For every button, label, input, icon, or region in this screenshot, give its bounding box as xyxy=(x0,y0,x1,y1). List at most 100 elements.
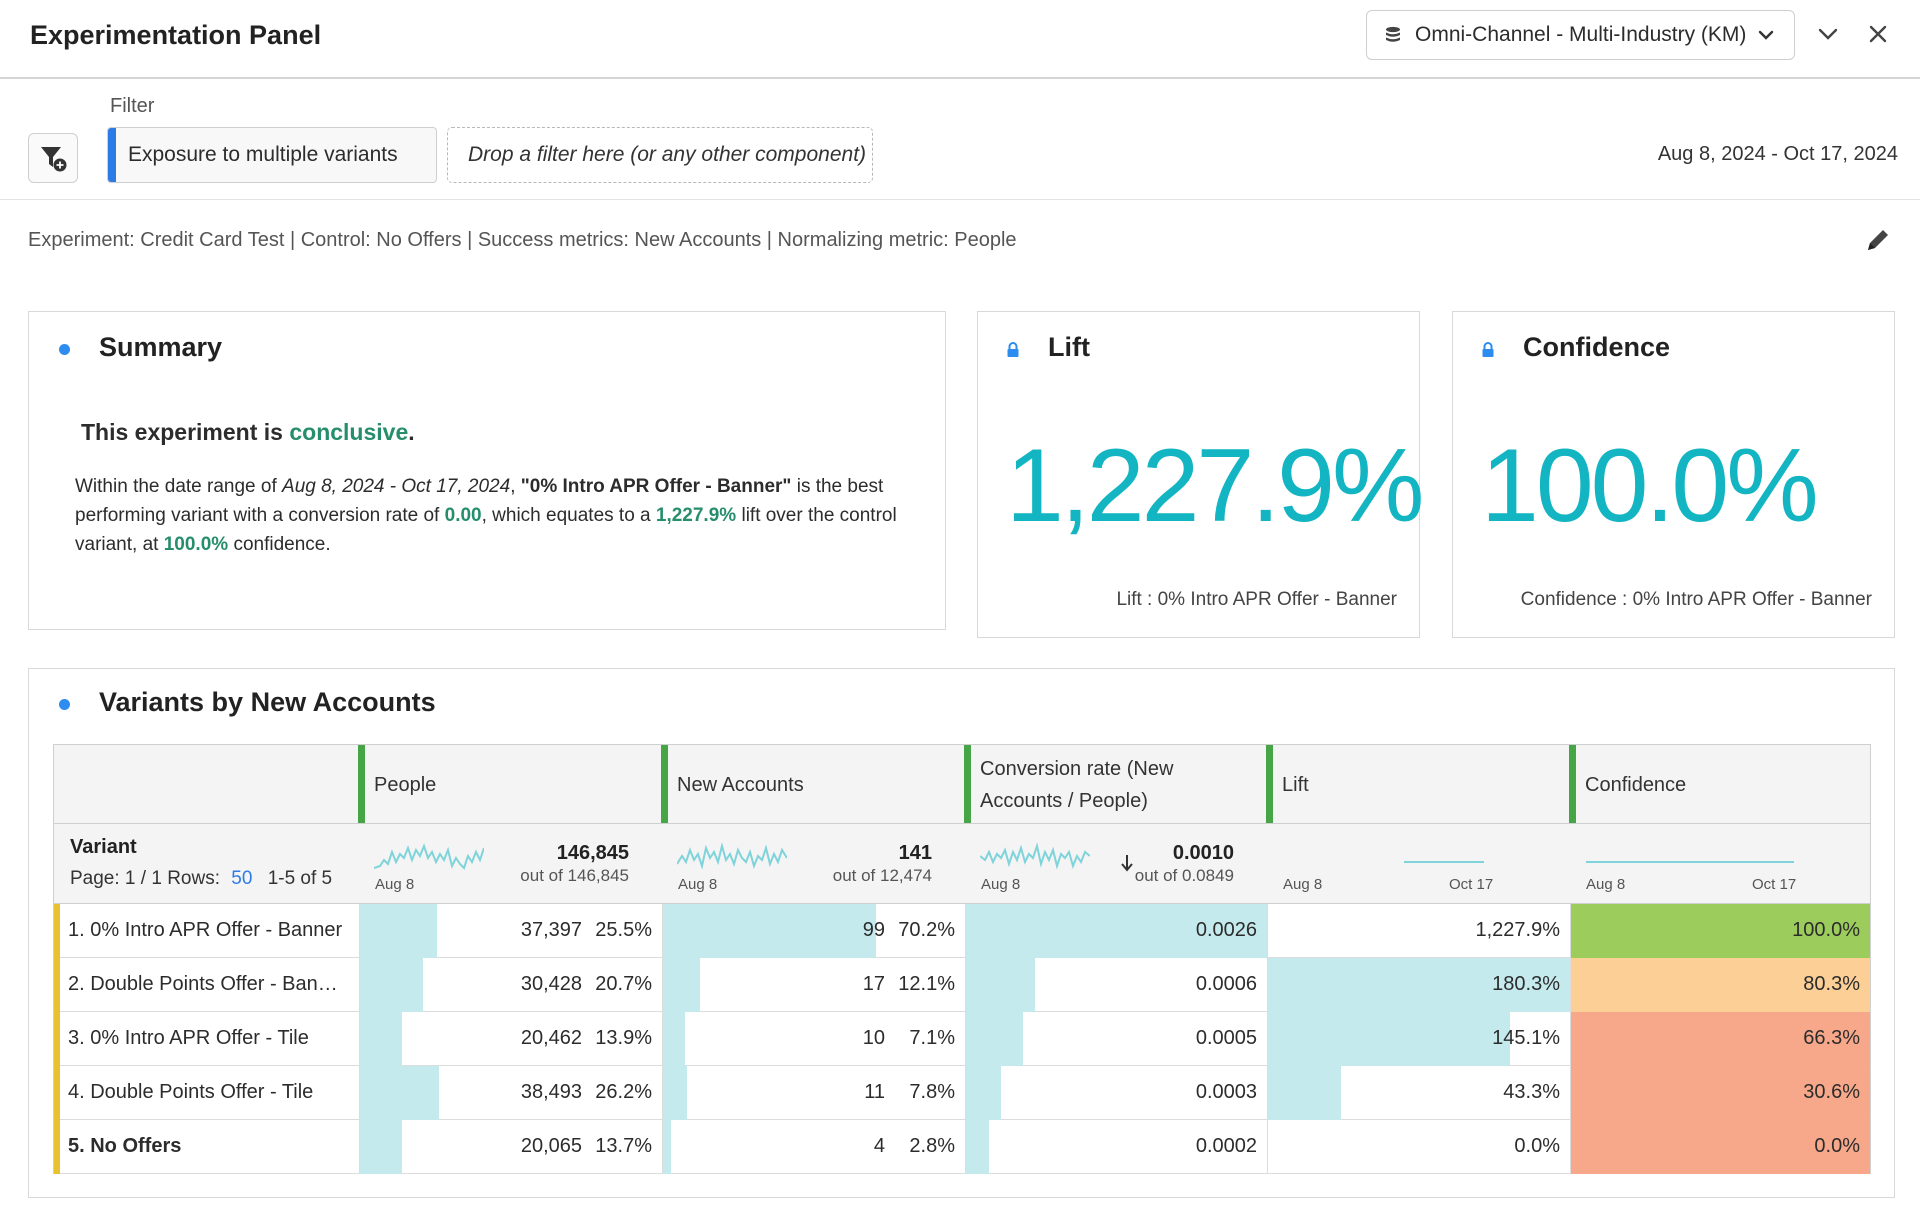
table-row[interactable]: 5. No Offers 20,065 13.7% 4 2.8% 0.0002 0.0% 0.… xyxy=(53,1120,1871,1174)
summary-text-part: lift over the control variant, at xyxy=(75,505,897,555)
people-bar xyxy=(360,904,438,958)
filter-chip-label: Exposure to multiple variants xyxy=(128,143,398,166)
lift-cell: 0.0% xyxy=(1267,1120,1570,1174)
col-header-label: Confidence xyxy=(1585,774,1687,796)
divider xyxy=(0,199,1920,200)
filter-drop-zone[interactable]: Drop a filter here (or any other compone… xyxy=(447,127,873,183)
confidence-cell: 0.0% xyxy=(1570,1120,1870,1174)
lift-bar xyxy=(1268,1012,1511,1066)
spark-start-label: Aug 8 xyxy=(1283,876,1323,893)
confidence-value: 30.6% xyxy=(1803,1081,1860,1103)
summary-text-part: , xyxy=(510,476,521,497)
accounts-percent: 7.1% xyxy=(909,1027,955,1049)
people-value: 38,493 xyxy=(520,1081,582,1103)
rows-per-page[interactable]: 50 xyxy=(231,868,253,889)
row-color-marker xyxy=(54,958,60,1012)
rate-cell: 0.0026 xyxy=(965,904,1267,958)
people-percent: 26.2% xyxy=(595,1081,652,1103)
summary-text: Within the date range of Aug 8, 2024 - O… xyxy=(75,472,915,559)
col-header-conversion-rate[interactable]: Conversion rate (New Accounts / People) xyxy=(964,744,1266,824)
people-cell: 38,493 26.2% xyxy=(359,1066,662,1120)
rate-value: 0.0005 xyxy=(1195,1027,1257,1049)
rate-bar xyxy=(966,1066,1001,1120)
table-row[interactable]: 2. Double Points Offer - Ban… 30,428 20.7%… xyxy=(53,958,1871,1012)
table-row[interactable]: 1. 0% Intro APR Offer - Banner 37,397 25.5… xyxy=(53,904,1871,958)
col-header-label: New Accounts xyxy=(677,774,804,796)
close-icon[interactable] xyxy=(1866,22,1890,46)
accounts-value: 11 xyxy=(864,1081,885,1103)
lift-sparkline xyxy=(1404,861,1484,863)
sort-descending-icon[interactable] xyxy=(1120,854,1134,872)
people-percent: 13.9% xyxy=(595,1027,652,1049)
people-bar xyxy=(360,1012,403,1066)
add-filter-button[interactable] xyxy=(28,133,78,183)
confidence-cell: 66.3% xyxy=(1570,1012,1870,1066)
accounts-cell: 99 70.2% xyxy=(662,904,965,958)
lift-cell: 180.3% xyxy=(1267,958,1570,1012)
col-header-label: People xyxy=(374,774,437,796)
people-cell: 20,065 13.7% xyxy=(359,1120,662,1174)
people-bar xyxy=(360,1120,402,1174)
accounts-value: 4 xyxy=(873,1135,885,1157)
rate-sparkline xyxy=(980,842,1090,870)
people-value: 20,065 xyxy=(520,1135,582,1157)
summary-headline: This experiment is conclusive. xyxy=(81,419,415,446)
rate-bar xyxy=(966,904,1267,958)
dimension-header xyxy=(53,744,358,824)
edit-pencil-icon[interactable] xyxy=(1864,226,1892,254)
accounts-value: 99 xyxy=(862,919,885,941)
accounts-percent: 7.8% xyxy=(909,1081,955,1103)
summary-title: Summary xyxy=(99,332,223,362)
filter-chip[interactable]: Exposure to multiple variants xyxy=(107,127,437,183)
variant-label: 3. 0% Intro APR Offer - Tile xyxy=(68,1027,309,1049)
rate-value: 0.0003 xyxy=(1195,1081,1257,1103)
people-bar xyxy=(360,1066,440,1120)
pagination: Page: 1 / 1 Rows: 50 1-5 of 5 xyxy=(70,868,332,890)
lift-footer: Lift : 0% Intro APR Offer - Banner xyxy=(1116,589,1397,610)
rate-value: 0.0026 xyxy=(1195,919,1257,941)
col-header-label: Lift xyxy=(1282,774,1309,796)
rate-bar xyxy=(966,958,1036,1012)
experiment-description: Experiment: Credit Card Test | Control: … xyxy=(28,229,1017,251)
lift-value: 43.3% xyxy=(1503,1081,1560,1103)
accounts-value: 17 xyxy=(862,973,885,995)
panel-title: Experimentation Panel xyxy=(30,20,322,50)
table-row[interactable]: 3. 0% Intro APR Offer - Tile 20,462 13.9% 1… xyxy=(53,1012,1871,1066)
page-indicator: Page: 1 / 1 xyxy=(70,868,162,889)
confidence-value: 80.3% xyxy=(1803,973,1860,995)
summary-text-part: Within the date range of xyxy=(75,476,283,497)
lift-value: 180.3% xyxy=(1492,973,1560,995)
date-range[interactable]: Aug 8, 2024 - Oct 17, 2024 xyxy=(1657,143,1898,165)
filter-drop-placeholder: Drop a filter here (or any other compone… xyxy=(468,143,867,166)
accounts-total: 141 xyxy=(898,842,932,864)
row-color-marker xyxy=(54,1066,60,1120)
spark-start-label: Aug 8 xyxy=(375,876,415,893)
accounts-percent: 70.2% xyxy=(898,919,955,941)
col-header-confidence[interactable]: Confidence xyxy=(1569,744,1871,824)
col-header-lift[interactable]: Lift xyxy=(1266,744,1569,824)
confidence-title: Confidence xyxy=(1523,332,1671,362)
panel-header: Experimentation Panel Omni-Channel - Mul… xyxy=(0,0,1920,79)
col-header-new-accounts[interactable]: New Accounts xyxy=(661,744,964,824)
summary-card: Summary This experiment is conclusive. W… xyxy=(28,311,946,630)
accounts-out-of: out of 12,474 xyxy=(832,866,932,885)
summary-text-part: , which equates to a xyxy=(481,505,656,526)
col-header-people[interactable]: People xyxy=(358,744,661,824)
datasource-select[interactable]: Omni-Channel - Multi-Industry (KM) xyxy=(1366,10,1795,60)
table-row[interactable]: 4. Double Points Offer - Tile 38,493 26.2%… xyxy=(53,1066,1871,1120)
people-percent: 13.7% xyxy=(595,1135,652,1157)
col-header-label: Conversion rate (New Accounts / People) xyxy=(980,758,1174,812)
lift-card: Lift 1,227.9% Lift : 0% Intro APR Offer … xyxy=(977,311,1424,638)
accounts-cell: 4 2.8% xyxy=(662,1120,965,1174)
lift-bar xyxy=(1268,958,1570,1012)
lift-bar xyxy=(1268,1066,1341,1120)
filter-add-icon xyxy=(41,147,67,172)
headline-status: conclusive xyxy=(289,419,409,445)
spark-start-label: Aug 8 xyxy=(981,876,1021,893)
rate-cell: 0.0002 xyxy=(965,1120,1267,1174)
people-value: 20,462 xyxy=(520,1027,582,1049)
dimension-label: Variant xyxy=(70,836,137,858)
accounts-value: 10 xyxy=(862,1027,885,1049)
collapse-chevron-icon[interactable] xyxy=(1816,22,1840,46)
rate-bar xyxy=(966,1012,1024,1066)
